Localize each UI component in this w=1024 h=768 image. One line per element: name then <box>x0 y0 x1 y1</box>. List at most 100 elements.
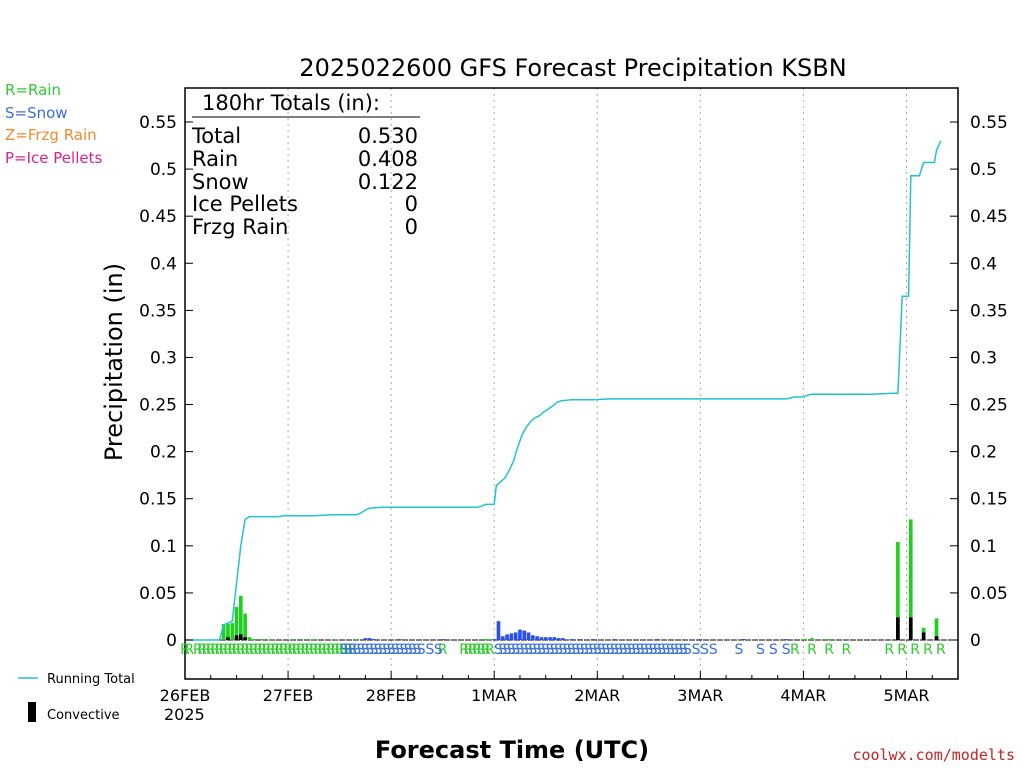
x-tick-label: 3MAR <box>677 686 723 705</box>
ptype-letter: S <box>408 642 417 658</box>
ptype-letter: R <box>283 642 293 658</box>
ptype-legend-frzg-rain: Z=Frzg Rain <box>5 126 97 144</box>
x-axis-label: Forecast Time (UTC) <box>375 736 649 764</box>
running-total-legend-label: Running Total <box>47 672 135 687</box>
ptype-letter: R <box>485 642 495 658</box>
rain-bar <box>934 618 939 640</box>
ptype-letter: S <box>571 642 580 658</box>
y-tick-label-right: 0.3 <box>970 348 997 368</box>
snow-bar <box>372 639 376 641</box>
ptype-letter: R <box>897 642 907 658</box>
totals-value-total: 0.530 <box>358 124 418 148</box>
ptype-letter: S <box>344 642 353 658</box>
x-tick-label: 1MAR <box>471 686 517 705</box>
ptype-letter: R <box>279 642 289 658</box>
ptype-legend-rain: R=Rain <box>5 81 61 99</box>
convective-legend-label: Convective <box>47 708 120 723</box>
ptype-letter: S <box>679 642 688 658</box>
ptype-letter: S <box>700 642 709 658</box>
ptype-letter: R <box>296 642 306 658</box>
snow-bar <box>505 634 509 640</box>
snow-bar <box>539 637 544 640</box>
totals-label-total: Total <box>191 124 241 148</box>
ptype-letter: S <box>541 642 550 658</box>
y-tick-label-right: 0.05 <box>970 584 1008 604</box>
y-tick-label-left: 0.4 <box>150 254 177 274</box>
running-total-line <box>185 140 942 641</box>
rain-bar <box>810 638 814 640</box>
ptype-letter: S <box>434 642 443 658</box>
y-tick-label-left: 0.5 <box>150 160 177 180</box>
x-tick-label: 27FEB <box>263 686 314 705</box>
ptype-letter: R <box>236 642 246 658</box>
y-tick-label-left: 0.45 <box>139 207 177 227</box>
ptype-letter: S <box>528 642 537 658</box>
ptype-letter: S <box>546 642 555 658</box>
ptype-letter: S <box>352 642 361 658</box>
ptype-letter: S <box>365 642 374 658</box>
ptype-letter: R <box>223 642 233 658</box>
ptype-letter: R <box>884 642 894 658</box>
y-tick-label-left: 0.3 <box>150 348 177 368</box>
plot-frame <box>184 87 959 680</box>
ptype-letter: R <box>343 642 353 658</box>
ptype-letter: S <box>520 642 529 658</box>
ptype-letter: R <box>841 642 851 658</box>
rain-bar <box>908 519 913 640</box>
x-tick-label: 5MAR <box>883 686 929 705</box>
rain-bar <box>333 639 338 641</box>
rain-bar <box>488 639 492 641</box>
ptype-letter: S <box>627 642 636 658</box>
rain-bar <box>230 623 235 640</box>
y-tick-label-left: 0.35 <box>139 301 177 321</box>
ptype-letter: S <box>692 642 701 658</box>
ptype-letter: R <box>481 642 491 658</box>
ptype-letter: S <box>387 642 396 658</box>
ptype-letter: S <box>619 642 628 658</box>
snow-bar <box>741 639 746 641</box>
rain-bar <box>801 639 806 641</box>
ptype-letter: S <box>348 642 357 658</box>
convective-bar <box>896 617 900 640</box>
y-tick-label-right: 0.5 <box>970 160 997 180</box>
ptype-letter: S <box>563 642 572 658</box>
rain-bar <box>827 639 831 641</box>
ptype-letter: S <box>576 642 585 658</box>
snow-bar <box>518 629 522 640</box>
ptype-letter: S <box>357 642 366 658</box>
y-axis-label: Precipitation (in) <box>100 263 128 461</box>
ptype-letter: R <box>249 642 259 658</box>
ptype-letter: R <box>232 642 242 658</box>
totals-value-ice-pellets: 0 <box>405 192 418 216</box>
snow-bar <box>612 639 617 641</box>
ptype-letter: S <box>503 642 512 658</box>
x-sub-label-year: 2025 <box>164 705 205 724</box>
ptype-letter: R <box>807 642 817 658</box>
rain-bar <box>354 639 359 641</box>
convective-bar <box>921 632 926 640</box>
ptype-letter: S <box>640 642 649 658</box>
snow-bar <box>513 632 518 640</box>
snow-bar <box>531 635 535 640</box>
x-tick-label: 28FEB <box>366 686 417 705</box>
ptype-letter: S <box>674 642 683 658</box>
ptype-letter: S <box>374 642 383 658</box>
ptype-letter: R <box>326 642 336 658</box>
ptype-letter: R <box>936 642 946 658</box>
running-total-layer <box>185 140 942 641</box>
y-tick-label-right: 0.45 <box>970 207 1008 227</box>
convective-bar <box>239 634 243 640</box>
rain-bar <box>234 607 239 640</box>
snow-bar <box>440 639 445 641</box>
rain-bar <box>290 639 295 641</box>
snow-bar <box>556 638 561 640</box>
y-ticks-left: 0 0.05 0.1 0.15 0.2 0.25 0.3 0.35 0.4 0.45 0.5 0.55 <box>139 113 193 651</box>
ptype-letter: S <box>597 642 606 658</box>
ptype-letter: R <box>790 642 800 658</box>
snow-bar <box>548 637 552 640</box>
ptype-letter: R <box>305 642 315 658</box>
ptype-letter: S <box>683 642 692 658</box>
ptype-letter: R <box>313 642 323 658</box>
ptype-letter: R <box>472 642 482 658</box>
